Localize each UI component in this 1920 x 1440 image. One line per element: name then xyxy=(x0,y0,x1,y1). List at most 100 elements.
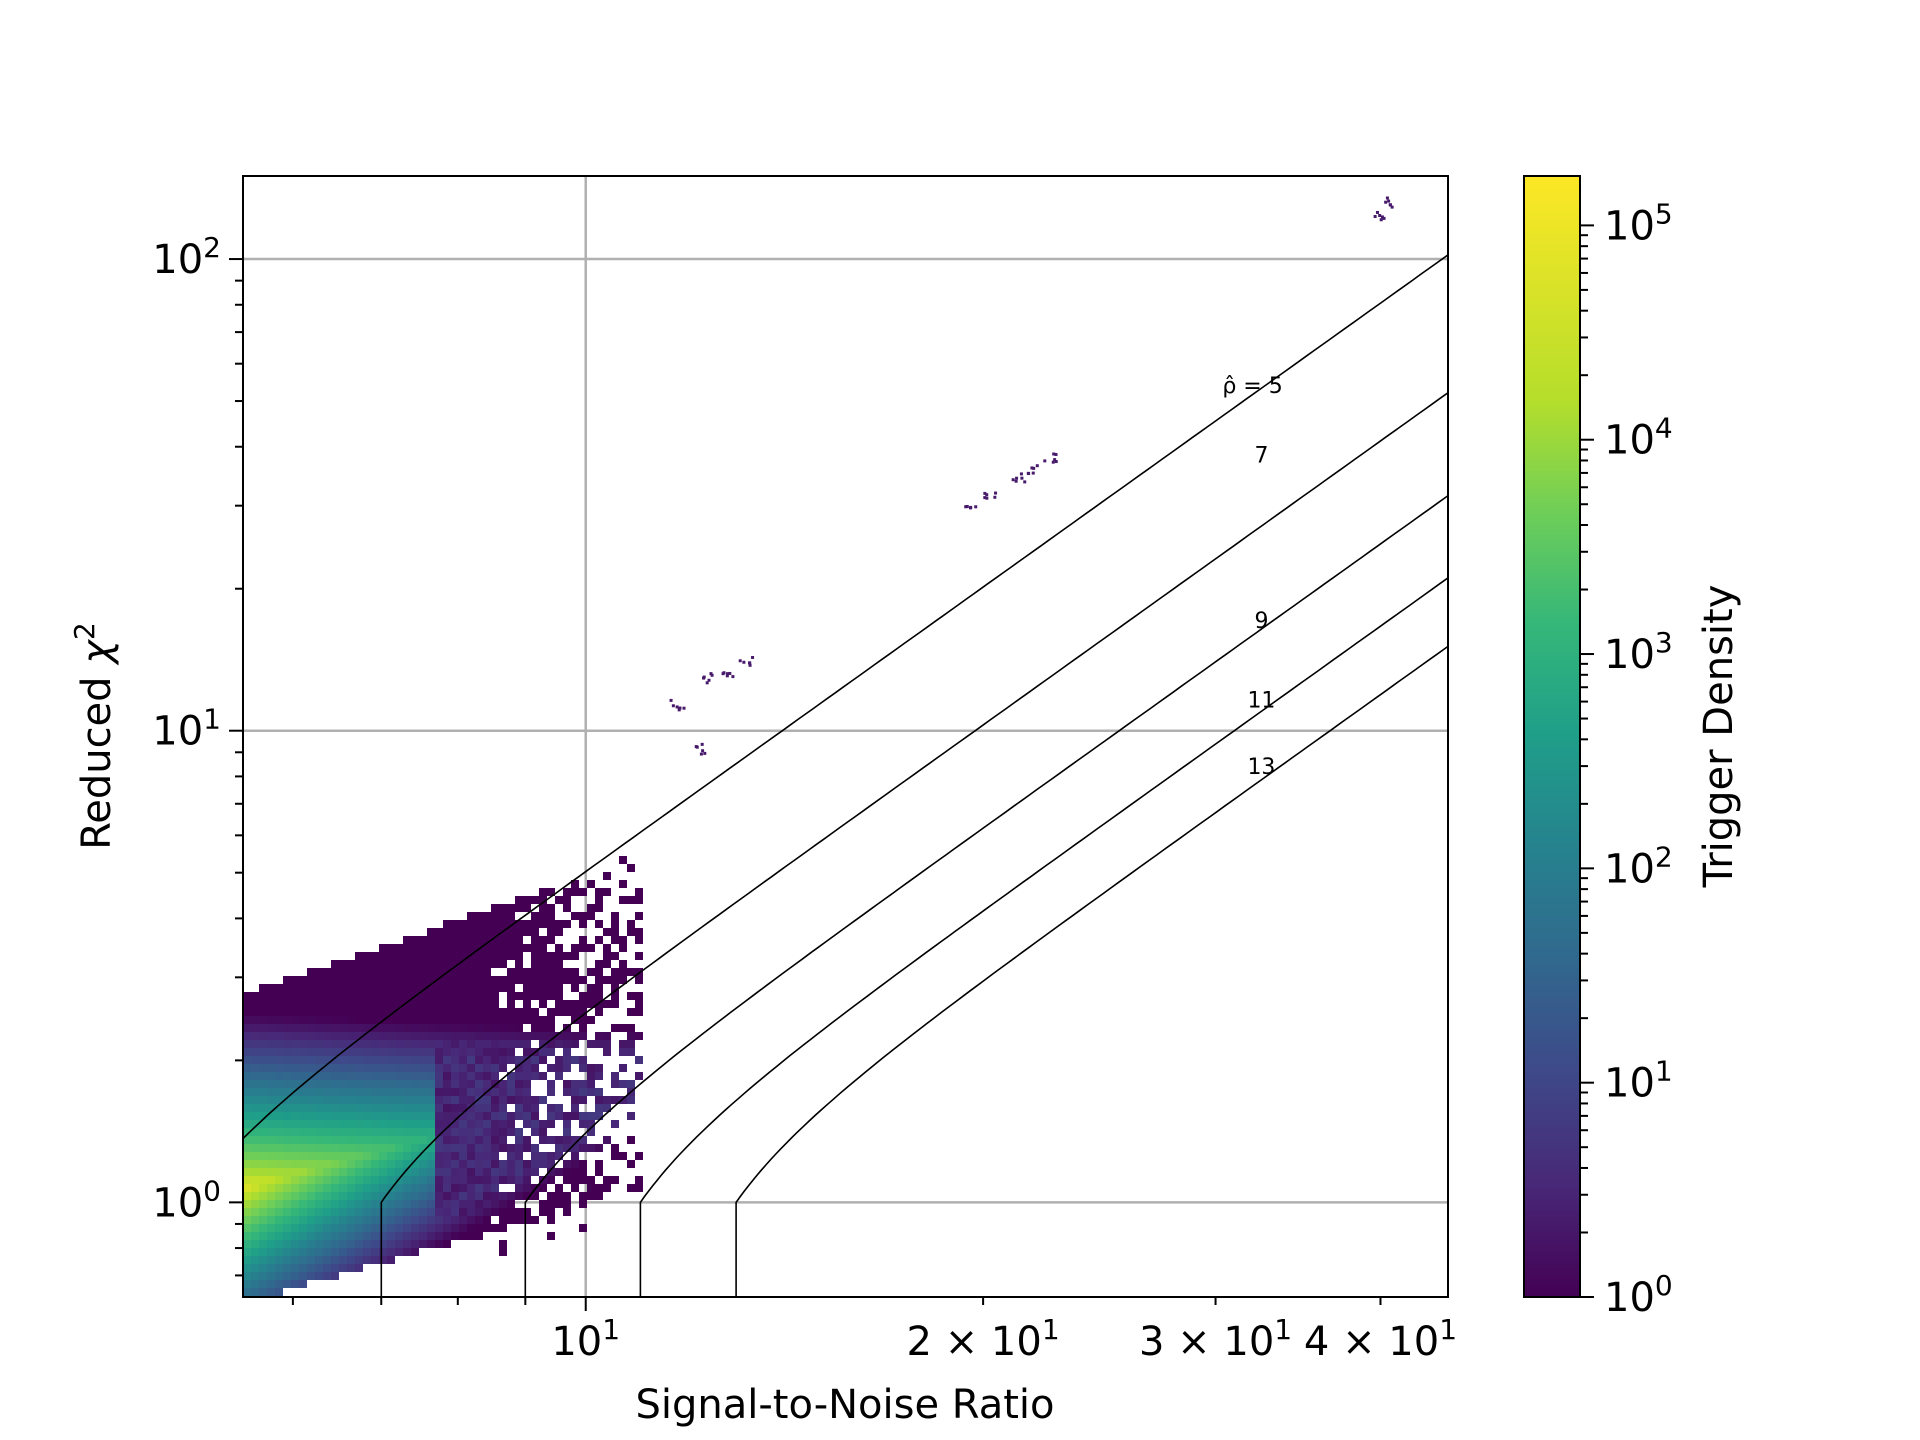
density-cell xyxy=(595,1104,603,1112)
density-cell xyxy=(587,1072,595,1080)
density-cell xyxy=(251,1208,259,1216)
density-cell xyxy=(283,1064,291,1072)
density-cell xyxy=(523,1000,531,1008)
density-cell xyxy=(563,1032,571,1040)
density-cell xyxy=(275,1192,283,1200)
contour-line xyxy=(243,253,1448,1140)
density-cell xyxy=(587,984,595,992)
density-cell xyxy=(547,936,555,944)
density-cell xyxy=(275,984,283,992)
density-cell xyxy=(403,960,411,968)
density-cell xyxy=(499,1128,507,1136)
density-cell xyxy=(331,976,339,984)
density-cell xyxy=(507,920,515,928)
density-cell xyxy=(331,1104,339,1112)
density-cell xyxy=(499,1168,507,1176)
density-cell xyxy=(323,1104,331,1112)
density-cell xyxy=(283,1072,291,1080)
density-cell xyxy=(275,1000,283,1008)
density-cell xyxy=(443,1080,451,1088)
density-cell xyxy=(531,1008,539,1016)
density-cell xyxy=(331,1032,339,1040)
density-cell xyxy=(507,1016,515,1024)
density-cell xyxy=(515,1160,523,1168)
density-cell xyxy=(507,1080,515,1088)
density-cell xyxy=(371,952,379,960)
density-cell xyxy=(571,976,579,984)
density-cell xyxy=(299,1232,307,1240)
density-cell xyxy=(475,1208,483,1216)
density-cell xyxy=(427,1112,435,1120)
density-cell xyxy=(267,1024,275,1032)
density-cell xyxy=(267,1288,275,1296)
density-cell xyxy=(243,1032,251,1040)
density-cell xyxy=(331,1040,339,1048)
density-cell xyxy=(291,1120,299,1128)
density-cell xyxy=(395,1160,403,1168)
density-cell xyxy=(507,1040,515,1048)
density-cell xyxy=(507,1112,515,1120)
density-cell xyxy=(379,1120,387,1128)
density-cell xyxy=(603,952,611,960)
density-cell xyxy=(355,1112,363,1120)
density-cell xyxy=(403,1128,411,1136)
density-cell xyxy=(403,1072,411,1080)
density-cell xyxy=(475,1168,483,1176)
density-cell xyxy=(491,976,499,984)
density-cell xyxy=(379,1112,387,1120)
density-cell xyxy=(555,960,563,968)
density-cell xyxy=(283,1032,291,1040)
density-cell xyxy=(387,1192,395,1200)
density-cell xyxy=(467,1032,475,1040)
density-cell xyxy=(387,944,395,952)
density-cell xyxy=(499,1056,507,1064)
density-cell xyxy=(531,1032,539,1040)
density-cell xyxy=(339,1032,347,1040)
density-cell xyxy=(331,1088,339,1096)
density-cell xyxy=(515,1136,523,1144)
density-cell xyxy=(355,1008,363,1016)
density-cell xyxy=(251,1112,259,1120)
density-cell xyxy=(483,992,491,1000)
density-cell xyxy=(363,1152,371,1160)
density-cell xyxy=(307,984,315,992)
density-cell xyxy=(355,1192,363,1200)
density-cell xyxy=(587,1184,595,1192)
density-cell xyxy=(563,976,571,984)
density-cell xyxy=(291,1232,299,1240)
density-cell xyxy=(499,1016,507,1024)
density-cell xyxy=(611,952,619,960)
density-cell xyxy=(339,1136,347,1144)
outlier-point xyxy=(738,659,742,663)
density-cell xyxy=(363,1184,371,1192)
density-cell xyxy=(355,976,363,984)
density-cell xyxy=(267,1096,275,1104)
density-cell xyxy=(243,1040,251,1048)
density-cell xyxy=(379,1136,387,1144)
density-cell xyxy=(259,1008,267,1016)
outlier-point xyxy=(699,752,703,756)
density-cell xyxy=(611,1024,619,1032)
density-cell xyxy=(635,1184,643,1192)
density-cell xyxy=(339,1104,347,1112)
density-cell xyxy=(475,1160,483,1168)
density-cell xyxy=(315,976,323,984)
density-cell xyxy=(267,1160,275,1168)
density-cell xyxy=(291,1072,299,1080)
density-cell xyxy=(507,1096,515,1104)
density-cell xyxy=(339,1208,347,1216)
density-cell xyxy=(507,1008,515,1016)
density-cell xyxy=(291,1032,299,1040)
density-cell xyxy=(331,1048,339,1056)
density-cell xyxy=(555,944,563,952)
outlier-point xyxy=(703,751,707,755)
density-cell xyxy=(531,976,539,984)
density-cell xyxy=(531,1144,539,1152)
density-cell xyxy=(355,1016,363,1024)
density-cell xyxy=(499,1048,507,1056)
density-cell xyxy=(587,880,595,888)
density-cell xyxy=(291,1280,299,1288)
density-cell xyxy=(491,1000,499,1008)
density-cell xyxy=(419,1192,427,1200)
density-cell xyxy=(251,1040,259,1048)
